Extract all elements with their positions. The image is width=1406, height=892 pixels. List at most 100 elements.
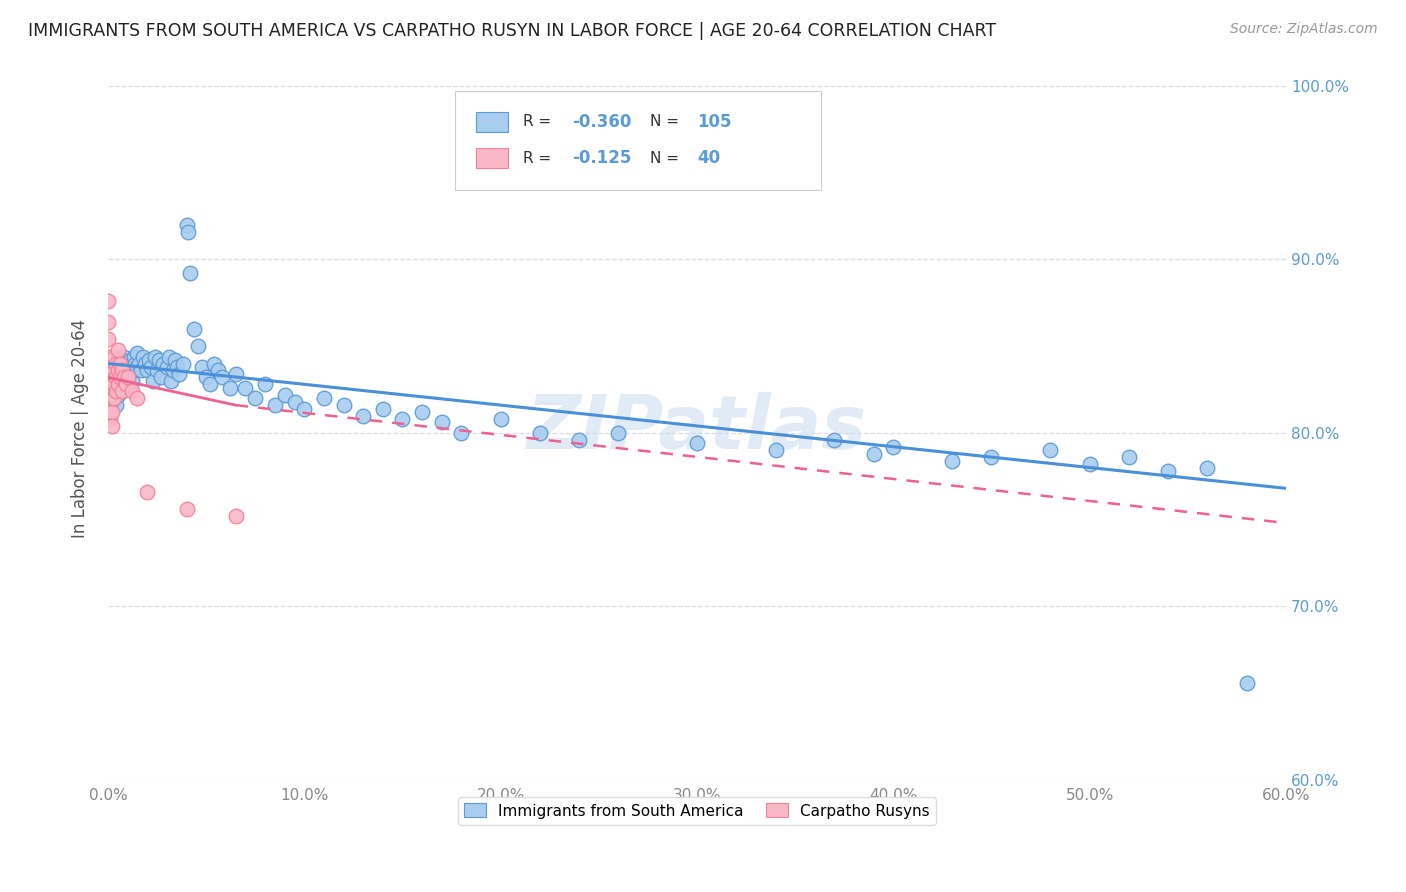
FancyBboxPatch shape bbox=[456, 92, 821, 190]
Point bbox=[97, 391, 120, 405]
Point bbox=[568, 433, 591, 447]
Point bbox=[118, 367, 141, 381]
Point bbox=[111, 370, 134, 384]
Point bbox=[195, 370, 218, 384]
Text: Source: ZipAtlas.com: Source: ZipAtlas.com bbox=[1230, 22, 1378, 37]
Point bbox=[127, 359, 149, 374]
Point bbox=[98, 398, 121, 412]
Point bbox=[107, 388, 129, 402]
Point bbox=[98, 412, 121, 426]
Point bbox=[98, 357, 121, 371]
Point bbox=[283, 394, 305, 409]
Point bbox=[101, 418, 124, 433]
Point bbox=[225, 509, 247, 524]
Point bbox=[152, 357, 174, 371]
Point bbox=[107, 374, 129, 388]
Text: ZIPatlas: ZIPatlas bbox=[527, 392, 868, 465]
Point bbox=[207, 363, 229, 377]
Point bbox=[111, 359, 134, 374]
Point bbox=[108, 367, 131, 381]
Point bbox=[111, 384, 134, 399]
Point bbox=[450, 425, 472, 440]
Point bbox=[124, 357, 146, 371]
Point bbox=[529, 425, 551, 440]
Point bbox=[101, 391, 124, 405]
Point bbox=[117, 377, 139, 392]
Point bbox=[352, 409, 374, 423]
Point bbox=[134, 357, 156, 371]
Point bbox=[112, 363, 135, 377]
Point bbox=[167, 367, 190, 381]
Point bbox=[98, 384, 121, 399]
Point bbox=[101, 363, 124, 377]
Point bbox=[172, 357, 194, 371]
Point bbox=[111, 363, 134, 377]
Point bbox=[97, 332, 120, 346]
Point bbox=[107, 359, 129, 374]
Point bbox=[111, 357, 134, 371]
Point bbox=[114, 377, 136, 392]
Point bbox=[225, 367, 247, 381]
Point bbox=[218, 381, 240, 395]
Text: R =: R = bbox=[523, 114, 555, 129]
Point bbox=[177, 225, 200, 239]
Point bbox=[103, 363, 125, 377]
Point bbox=[118, 353, 141, 368]
Point bbox=[1039, 443, 1062, 458]
Point bbox=[823, 433, 845, 447]
Legend: Immigrants from South America, Carpatho Rusyns: Immigrants from South America, Carpatho … bbox=[458, 797, 936, 824]
Point bbox=[765, 443, 787, 458]
Text: 40: 40 bbox=[697, 149, 720, 167]
Point bbox=[430, 416, 453, 430]
Point bbox=[235, 381, 257, 395]
Point bbox=[131, 363, 153, 377]
Point bbox=[273, 388, 295, 402]
Text: -0.125: -0.125 bbox=[572, 149, 631, 167]
Point bbox=[191, 359, 214, 374]
Point bbox=[121, 359, 143, 374]
Point bbox=[980, 450, 1002, 464]
Point bbox=[187, 339, 209, 353]
Point bbox=[103, 377, 125, 392]
Point bbox=[128, 357, 150, 371]
Point bbox=[1078, 457, 1101, 471]
Text: 105: 105 bbox=[697, 112, 731, 130]
Point bbox=[121, 374, 143, 388]
FancyBboxPatch shape bbox=[475, 148, 509, 168]
Point bbox=[391, 412, 413, 426]
Point bbox=[141, 359, 163, 374]
Point bbox=[97, 315, 120, 329]
Point bbox=[138, 353, 160, 368]
FancyBboxPatch shape bbox=[475, 112, 509, 131]
Point bbox=[292, 401, 315, 416]
Point bbox=[136, 484, 159, 499]
Point bbox=[686, 436, 709, 450]
Point bbox=[941, 453, 963, 467]
Point bbox=[198, 377, 221, 392]
Point bbox=[101, 377, 124, 392]
Point bbox=[97, 294, 120, 309]
Point bbox=[1157, 464, 1180, 478]
Point bbox=[245, 391, 267, 405]
Point bbox=[101, 374, 124, 388]
Point bbox=[98, 359, 121, 374]
Point bbox=[882, 440, 904, 454]
Point bbox=[312, 391, 335, 405]
Point bbox=[143, 350, 166, 364]
Point bbox=[132, 350, 155, 364]
Point bbox=[263, 398, 285, 412]
Point bbox=[159, 374, 181, 388]
Point bbox=[157, 350, 180, 364]
Point bbox=[163, 353, 186, 368]
Point bbox=[104, 398, 127, 412]
Point bbox=[103, 363, 125, 377]
Point bbox=[112, 377, 135, 392]
Point bbox=[254, 377, 277, 392]
Point bbox=[104, 370, 127, 384]
Point bbox=[107, 363, 129, 377]
Point bbox=[150, 370, 173, 384]
Point bbox=[117, 363, 139, 377]
Point bbox=[162, 363, 184, 377]
Point bbox=[114, 357, 136, 371]
Point bbox=[108, 370, 131, 384]
